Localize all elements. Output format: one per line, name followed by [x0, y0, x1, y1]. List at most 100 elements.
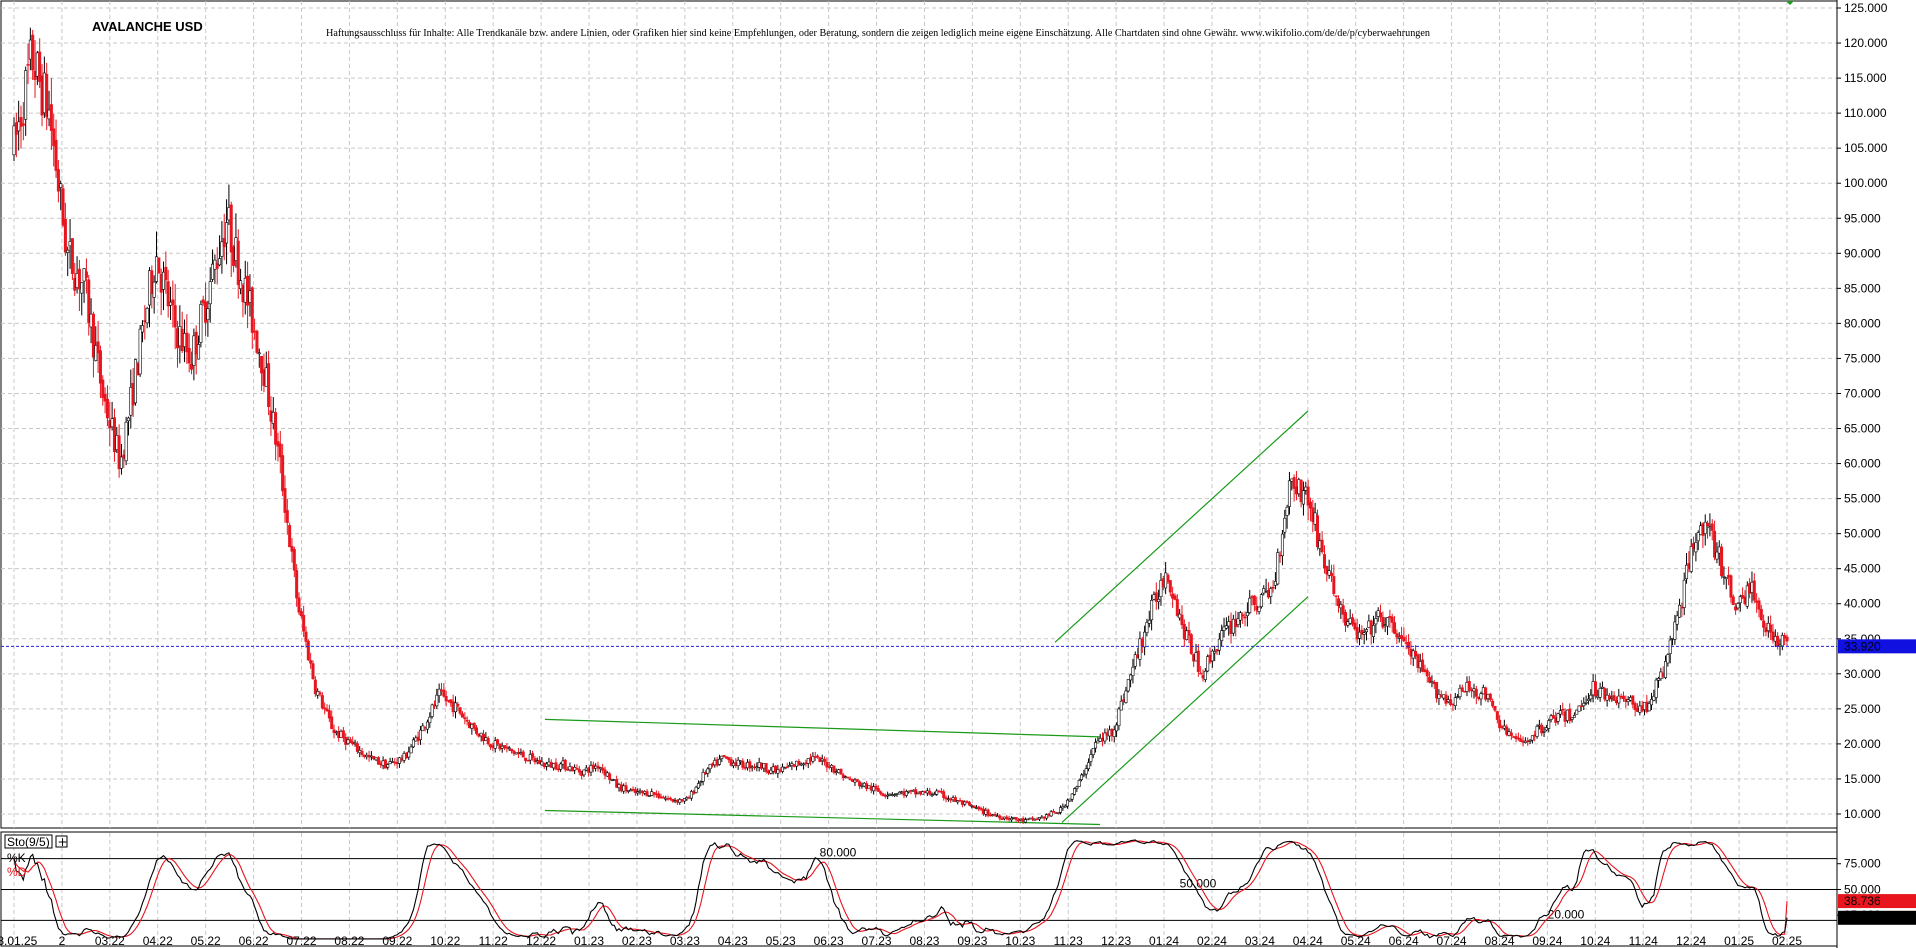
candle-down: [942, 791, 946, 798]
candle-down: [372, 755, 376, 760]
candle-down: [1621, 695, 1625, 699]
candle-down: [1752, 580, 1756, 601]
candle-down: [993, 814, 997, 816]
candle-up: [717, 758, 721, 765]
candle-down: [190, 363, 194, 370]
candle-down: [1325, 565, 1329, 575]
candle-up: [1257, 606, 1261, 612]
candle-down: [1353, 622, 1357, 630]
candle-up: [1668, 639, 1672, 654]
candle-down: [98, 350, 102, 384]
candle-down: [341, 730, 345, 739]
candle-up: [1657, 678, 1661, 681]
price-tick-label: 95.000: [1844, 211, 1881, 225]
candle-down: [1393, 622, 1397, 634]
candle-down: [1243, 616, 1247, 619]
candle-down: [1334, 595, 1338, 598]
expand-indicator-button[interactable]: [55, 835, 68, 848]
candle-down: [671, 798, 675, 802]
price-tick-label: 25.000: [1844, 702, 1881, 716]
candle-up: [1112, 729, 1116, 737]
price-tick-label: 40.000: [1844, 597, 1881, 611]
candle-down: [1757, 600, 1761, 610]
candle-up: [1372, 625, 1376, 637]
candle-up: [1283, 517, 1287, 533]
candle-up: [1068, 798, 1072, 802]
candle-down: [304, 631, 308, 642]
candle-up: [138, 328, 142, 375]
candle-down: [1000, 818, 1004, 820]
scroll-indicator-icon[interactable]: [1786, 1, 1794, 5]
candle-down: [185, 332, 189, 353]
candle-up: [152, 281, 156, 298]
candle-down: [1341, 605, 1345, 615]
trendline: [1061, 596, 1309, 823]
candle-down: [1175, 599, 1179, 616]
candle-down: [858, 781, 862, 787]
candle-down: [727, 757, 731, 761]
candle-down: [521, 751, 525, 758]
d-value-label: 38.736: [1844, 894, 1881, 908]
candle-up: [806, 758, 810, 764]
candle-up: [1458, 688, 1462, 698]
date-tick-label: 02.23: [622, 934, 652, 948]
candle-down: [285, 510, 289, 523]
candle-down: [839, 768, 843, 775]
candle-down: [1713, 530, 1717, 558]
candle-up: [12, 125, 16, 156]
candle-up: [1203, 670, 1207, 680]
candle-up: [636, 791, 640, 794]
candle-up: [1386, 617, 1390, 627]
candle-up: [1159, 580, 1163, 597]
candle-up: [145, 308, 149, 324]
candle-down: [330, 716, 334, 730]
candle-down: [823, 759, 827, 762]
candle-down: [157, 257, 161, 274]
candle-down: [1168, 580, 1172, 593]
candle-down: [302, 615, 306, 632]
date-tick-label: 03.24: [1245, 934, 1275, 948]
candle-up: [1157, 598, 1161, 603]
candle-up: [1087, 762, 1091, 769]
price-tick-label: 110.000: [1844, 106, 1887, 120]
candle-up: [1696, 532, 1700, 542]
candle-down: [164, 266, 168, 281]
candle-up: [1049, 811, 1053, 817]
candle-up: [559, 763, 563, 770]
candle-up: [1145, 622, 1149, 634]
candle-up: [133, 359, 137, 404]
candle-down: [63, 219, 67, 253]
candle-up: [647, 795, 651, 797]
candle-up: [435, 694, 439, 707]
candle-up: [1245, 612, 1249, 617]
candle-up: [1091, 747, 1095, 756]
candle-down: [601, 767, 605, 771]
candle-down: [986, 809, 990, 816]
candle-down: [874, 785, 878, 790]
date-tick-label: 08.22: [334, 934, 364, 948]
candle-down: [84, 271, 88, 278]
candle-down: [1173, 595, 1177, 600]
candle-up: [197, 344, 201, 360]
candle-down: [1005, 816, 1009, 820]
candle-up: [1276, 552, 1280, 585]
candle-up: [1453, 697, 1457, 706]
candle-down: [1769, 624, 1773, 633]
trendline: [1054, 410, 1309, 643]
candle-up: [897, 791, 901, 795]
price-tick-label: 30.000: [1844, 667, 1881, 681]
candle-down: [596, 765, 600, 769]
candle-down: [881, 793, 885, 797]
candle-down: [463, 717, 467, 720]
candle-up: [699, 781, 703, 783]
date-tick-label: 03.22: [95, 934, 125, 948]
price-pane[interactable]: AVALANCHE USD Haftungsausschluss für Inh…: [0, 0, 1838, 829]
candle-up: [1647, 703, 1651, 712]
candle-up: [493, 740, 497, 749]
candle-up: [1117, 708, 1121, 726]
candle-down: [645, 791, 649, 797]
candle-down: [1771, 631, 1775, 641]
candle-down: [657, 793, 661, 798]
date-axis[interactable]: 28.01.25 2 03.22 04.22 05.22 06.22 07.22 08.22 0…: [0, 934, 1802, 948]
